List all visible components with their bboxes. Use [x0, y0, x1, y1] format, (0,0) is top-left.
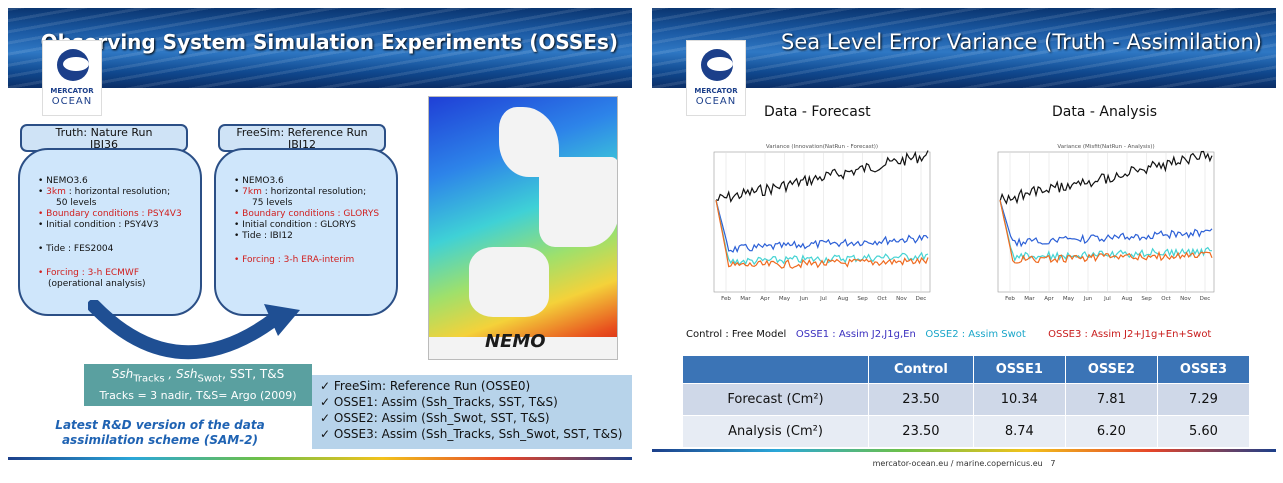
month-tick: Aug — [1122, 296, 1133, 302]
footer-rule — [652, 449, 1276, 452]
slide-title: Observing System Simulation Experiments … — [40, 30, 618, 54]
legend-osse3: OSSE3 : Assim J2+J1g+En+Swot — [1048, 329, 1212, 340]
plot-legend: Control : Free Model OSSE1 : Assim J2,J1… — [686, 329, 1211, 340]
analysis-heading: Data - Analysis — [1052, 104, 1158, 120]
month-tick: Feb — [1005, 296, 1015, 302]
month-tick: Jul — [1103, 296, 1111, 302]
truth-config-bubble: • NEMO3.6 • 3km : horizontal resolution;… — [18, 148, 202, 316]
forecast-variance-plot: Variance (Innovation(NatRun - Forecast))… — [713, 144, 931, 302]
month-tick: May — [1063, 296, 1075, 302]
list-item: ✓ OSSE3: Assim (Ssh_Tracks, Ssh_Swot, SS… — [320, 427, 623, 441]
mercator-logo-icon — [57, 49, 89, 81]
table-row: Forecast (Cm²) 23.50 10.34 7.81 7.29 — [681, 383, 1251, 416]
forecast-heading: Data - Forecast — [764, 104, 871, 120]
month-tick: Aug — [838, 296, 849, 302]
slide-title: Sea Level Error Variance (Truth - Assimi… — [780, 30, 1262, 54]
latest-rd-note: Latest R&D version of the data assimilat… — [55, 418, 265, 447]
month-tick: May — [779, 296, 791, 302]
series-line — [715, 199, 929, 253]
series-line — [715, 150, 929, 204]
land-mass — [429, 337, 617, 359]
series-line — [999, 199, 1213, 248]
freesim-config-bubble: • NEMO3.6 • 7km : horizontal resolution;… — [214, 148, 398, 316]
month-tick: Nov — [1180, 296, 1191, 302]
table-row: Analysis (Cm²) 23.50 8.74 6.20 5.60 — [681, 415, 1251, 448]
month-tick: Dec — [1200, 296, 1211, 302]
month-tick: Oct — [877, 296, 887, 302]
month-tick: Apr — [760, 296, 770, 302]
title-banner: Sea Level Error Variance (Truth - Assimi… — [652, 8, 1276, 88]
month-tick: Nov — [896, 296, 907, 302]
page-number: 7 — [1050, 459, 1056, 468]
land-mass — [469, 247, 549, 317]
plot-title: Variance (Misfit(NatRun - Analysis)) — [1057, 144, 1154, 150]
nemo-logo: NEMO — [485, 331, 546, 352]
series-line — [715, 199, 929, 266]
series-line — [715, 199, 929, 269]
ibi-domain-map: NEMO — [428, 96, 618, 360]
legend-osse2: OSSE2 : Assim Swot — [925, 329, 1026, 340]
list-item: ✓ OSSE2: Assim (Ssh_Swot, SST, T&S) — [320, 411, 550, 425]
freesim-tab: FreeSim: Reference Run IBI12 — [218, 124, 386, 152]
series-line — [999, 150, 1213, 205]
footer-text: mercator-ocean.eu / marine.copernicus.eu… — [872, 459, 1056, 468]
legend-control: Control : Free Model — [686, 329, 787, 340]
variance-table: Control OSSE1 OSSE2 OSSE3 Forecast (Cm²)… — [681, 355, 1251, 448]
month-tick: Sep — [1141, 296, 1152, 302]
month-tick: Jul — [819, 296, 827, 302]
slide-osse-overview: Observing System Simulation Experiments … — [8, 0, 632, 470]
list-item: ✓ OSSE1: Assim (Ssh_Tracks, SST, T&S) — [320, 395, 558, 409]
flow-arrow — [88, 300, 300, 360]
analysis-variance-plot: Variance (Misfit(NatRun - Analysis)) Feb M… — [997, 144, 1215, 302]
slide-sea-level-variance: Sea Level Error Variance (Truth - Assimi… — [652, 0, 1276, 470]
title-banner: Observing System Simulation Experiments … — [8, 8, 632, 88]
mercator-logo-icon — [701, 49, 733, 81]
series-line — [999, 199, 1212, 263]
osse-experiment-list: ✓ FreeSim: Reference Run (OSSE0) ✓ OSSE1… — [312, 375, 632, 449]
mercator-ocean-logo: MERCATOR OCEAN — [42, 40, 102, 116]
month-tick: Oct — [1161, 296, 1171, 302]
table-header-row: Control OSSE1 OSSE2 OSSE3 — [681, 355, 1251, 384]
month-tick: Mar — [1024, 296, 1035, 302]
month-tick: Sep — [857, 296, 868, 302]
month-tick: Dec — [916, 296, 927, 302]
month-tick: Jun — [1083, 296, 1093, 302]
month-tick: Mar — [740, 296, 751, 302]
month-tick: Jun — [799, 296, 809, 302]
land-mass — [539, 157, 617, 247]
footer-rule — [8, 457, 632, 460]
legend-osse1: OSSE1 : Assim J2,J1g,En — [795, 329, 916, 340]
observations-box: SshTracks , SshSwot, SST, T&S Tracks = 3… — [84, 364, 312, 406]
list-item: ✓ FreeSim: Reference Run (OSSE0) — [320, 379, 531, 393]
series-line — [999, 199, 1213, 264]
mercator-ocean-logo: MERCATOR OCEAN — [686, 40, 746, 116]
month-tick: Apr — [1044, 296, 1054, 302]
month-tick: Feb — [721, 296, 731, 302]
plot-title: Variance (Innovation(NatRun - Forecast)) — [766, 144, 878, 150]
